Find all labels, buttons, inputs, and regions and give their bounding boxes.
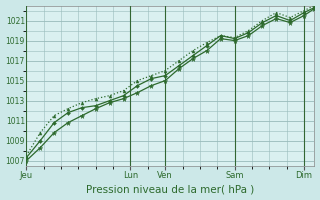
X-axis label: Pression niveau de la mer( hPa ): Pression niveau de la mer( hPa ) bbox=[86, 184, 254, 194]
